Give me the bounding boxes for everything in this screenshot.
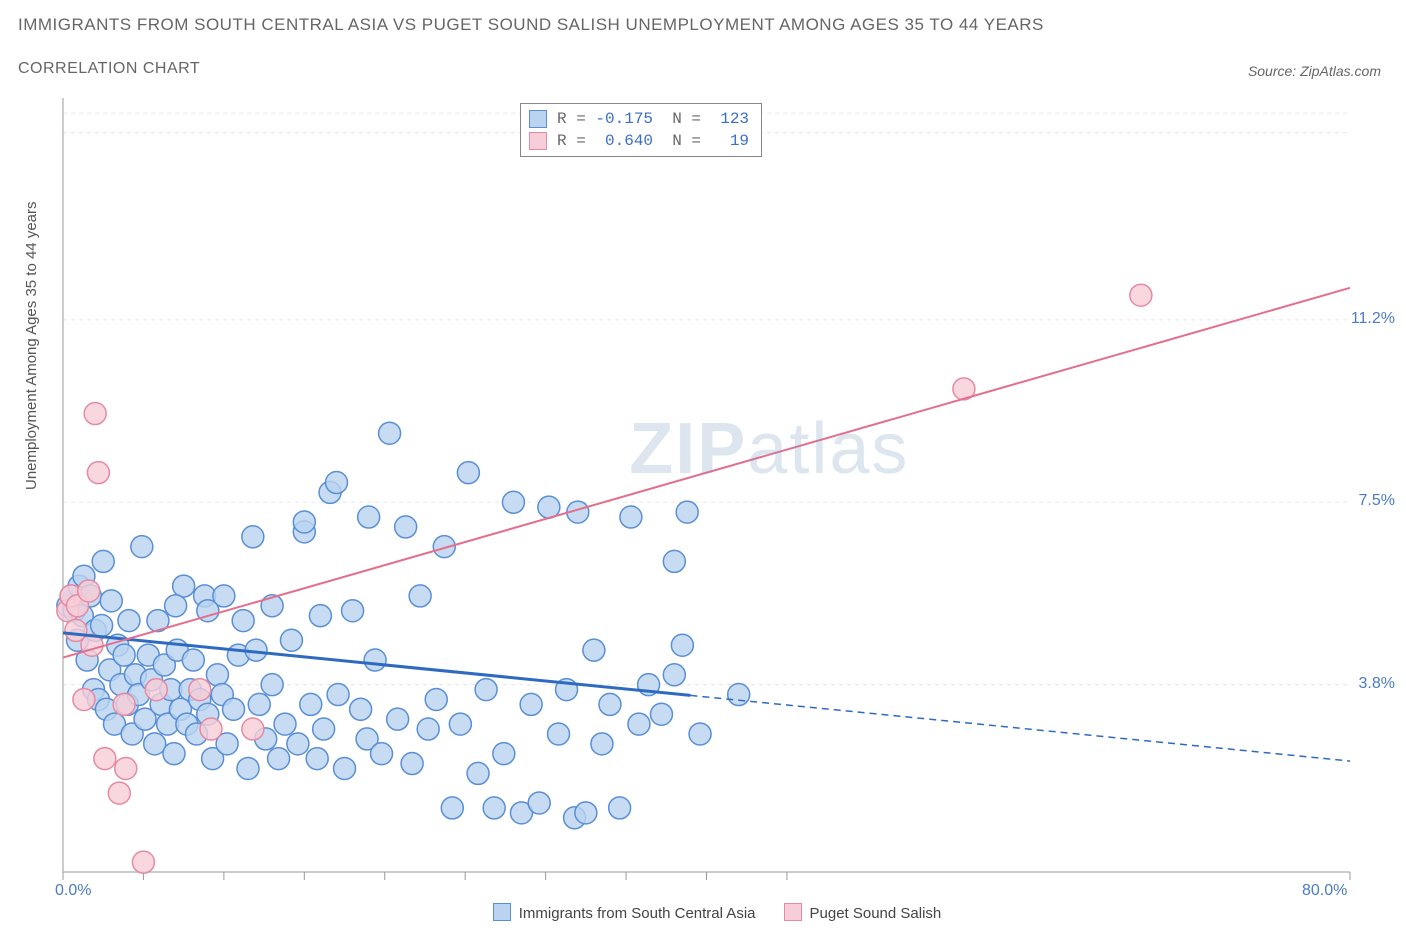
legend-swatch bbox=[529, 110, 547, 128]
series-legend: Immigrants from South Central Asia Puget … bbox=[0, 903, 1406, 922]
x-tick-label: 0.0% bbox=[55, 882, 91, 900]
legend-stat-text: R = -0.175 N = 123 bbox=[557, 108, 749, 130]
y-tick-label: 3.8% bbox=[1359, 675, 1395, 693]
legend-swatch bbox=[493, 903, 511, 921]
legend-swatch bbox=[529, 132, 547, 150]
legend-label: Puget Sound Salish bbox=[810, 905, 942, 922]
correlation-legend-box: R = -0.175 N = 123R = 0.640 N = 19 bbox=[520, 103, 762, 157]
correlation-legend-row: R = 0.640 N = 19 bbox=[529, 130, 749, 152]
y-tick-label: 7.5% bbox=[1359, 492, 1395, 510]
correlation-legend-row: R = -0.175 N = 123 bbox=[529, 108, 749, 130]
legend-label: Immigrants from South Central Asia bbox=[519, 905, 756, 922]
legend-stat-text: R = 0.640 N = 19 bbox=[557, 130, 749, 152]
y-tick-label: 11.2% bbox=[1351, 310, 1395, 328]
x-tick-label: 80.0% bbox=[1302, 882, 1347, 900]
legend-swatch bbox=[784, 903, 802, 921]
